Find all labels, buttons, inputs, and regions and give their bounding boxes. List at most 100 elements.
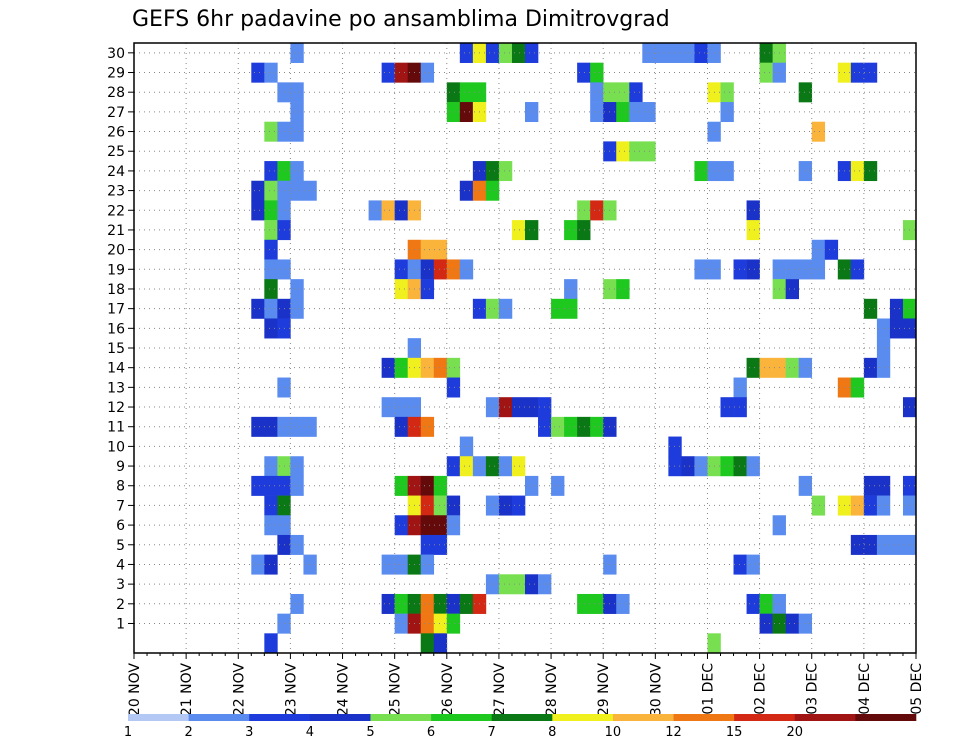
y-tick-label-12: 12 <box>107 400 125 416</box>
cell-m9-s28 <box>498 456 513 477</box>
cell-m11-s12 <box>290 416 304 437</box>
x-tick-label-2: 22 NOV <box>231 663 247 717</box>
cell-m30-s43 <box>694 43 708 63</box>
colorbar-label-20: 20 <box>786 725 803 740</box>
y-tick-label-9: 9 <box>116 459 125 475</box>
cell-m1-s20 <box>394 613 408 634</box>
cell-m13-s46 <box>733 377 747 398</box>
cell-m11-s10 <box>264 416 278 437</box>
cell-m22-s47 <box>746 200 760 221</box>
cell-m1-s48 <box>759 613 773 634</box>
cell-m12-s20 <box>394 397 408 418</box>
x-tick-label-5: 25 NOV <box>388 663 404 717</box>
colorbar-label-2: 2 <box>184 725 192 740</box>
cell-m30-s29 <box>511 43 526 63</box>
cell-m1-s51 <box>798 613 813 634</box>
cell-m2-s20 <box>394 593 408 614</box>
cell-m18-s22 <box>420 279 435 300</box>
cell-m30-s28 <box>498 43 513 63</box>
cell-m19-s51 <box>798 259 813 280</box>
cell-m19-s23 <box>433 259 448 280</box>
y-tick-label-14: 14 <box>107 361 125 377</box>
cell-m14-s20 <box>394 357 408 378</box>
colorbar-swatch-7 <box>552 714 614 721</box>
cell-m5-s22 <box>420 534 435 555</box>
cell-m29-s55 <box>850 62 865 83</box>
colorbar-swatch-2 <box>249 714 311 721</box>
cell-m20-s53 <box>824 239 839 260</box>
cell-m6-s20 <box>394 515 408 536</box>
y-tick-label-27: 27 <box>107 105 125 121</box>
cell-m3-s28 <box>498 574 513 595</box>
cell-m29-s22 <box>420 62 435 83</box>
cell-m25-s38 <box>629 141 643 162</box>
cell-m21-s30 <box>525 220 539 241</box>
cell-m26-s52 <box>811 121 826 142</box>
cell-m6-s23 <box>433 515 448 536</box>
cell-m7-s27 <box>485 495 500 516</box>
cell-m11-s34 <box>577 416 591 437</box>
cell-m17-s9 <box>251 298 265 319</box>
cell-m29-s48 <box>759 62 773 83</box>
cell-m3-s27 <box>485 574 500 595</box>
cell-m14-s56 <box>863 357 878 378</box>
cell-m17-s33 <box>564 298 578 319</box>
y-tick-label-25: 25 <box>107 144 125 160</box>
y-tick-label-24: 24 <box>107 164 125 180</box>
cell-m18-s12 <box>290 279 304 300</box>
y-tick-label-5: 5 <box>116 538 125 554</box>
cell-m0-s10 <box>264 633 278 654</box>
cell-m11-s13 <box>303 416 317 437</box>
cell-m27-s30 <box>525 102 539 123</box>
cell-m29-s20 <box>394 62 408 83</box>
y-tick-label-23: 23 <box>107 184 125 200</box>
x-tick-label-4: 24 NOV <box>336 663 352 717</box>
grid-lines <box>134 43 916 653</box>
y-tick-label-19: 19 <box>107 262 125 278</box>
cell-m4-s19 <box>381 554 395 575</box>
cell-m11-s35 <box>590 416 604 437</box>
x-tick-label-13: 03 DEC <box>805 663 821 715</box>
cell-m17-s32 <box>551 298 565 319</box>
colorbar-label-12: 12 <box>665 725 682 740</box>
cell-m20-s10 <box>264 239 278 260</box>
cell-m9-s10 <box>264 456 278 477</box>
cell-m11-s20 <box>394 416 408 437</box>
cell-m10-s25 <box>459 436 474 457</box>
cell-m17-s12 <box>290 298 304 319</box>
cell-m24-s10 <box>264 161 278 182</box>
cell-m8-s22 <box>420 475 435 496</box>
cell-m22-s10 <box>264 200 278 221</box>
cell-m7-s52 <box>811 495 826 516</box>
cell-m9-s24 <box>446 456 461 477</box>
colorbar-label-5: 5 <box>366 725 374 740</box>
cell-m22-s18 <box>368 200 382 221</box>
cell-m19-s22 <box>420 259 435 280</box>
cell-m2-s34 <box>577 593 591 614</box>
cell-m20-s52 <box>811 239 826 260</box>
cell-m24-s28 <box>498 161 513 182</box>
cell-m2-s24 <box>446 593 461 614</box>
cell-m19-s43 <box>694 259 708 280</box>
cell-m28-s25 <box>459 82 474 103</box>
colorbar-swatch-1 <box>188 714 250 721</box>
cell-m1-s23 <box>433 613 448 634</box>
cell-m18-s10 <box>264 279 278 300</box>
cell-m13-s24 <box>446 377 461 398</box>
cell-m7-s55 <box>850 495 865 516</box>
cell-m16-s58 <box>889 318 904 339</box>
cell-m8-s51 <box>798 475 813 496</box>
cell-m20-s22 <box>420 239 435 260</box>
cell-m29-s9 <box>251 62 265 83</box>
cell-m19-s52 <box>811 259 826 280</box>
cell-m8-s20 <box>394 475 408 496</box>
x-tick-label-0: 20 NOV <box>127 663 143 717</box>
cell-m7-s28 <box>498 495 513 516</box>
cell-m19-s46 <box>733 259 747 280</box>
cell-m2-s23 <box>433 593 448 614</box>
cell-m11-s33 <box>564 416 578 437</box>
x-tick-label-14: 04 DEC <box>857 663 873 715</box>
cell-m19-s10 <box>264 259 278 280</box>
cell-m30-s40 <box>655 43 669 63</box>
colorbar-swatch-5 <box>431 714 492 721</box>
